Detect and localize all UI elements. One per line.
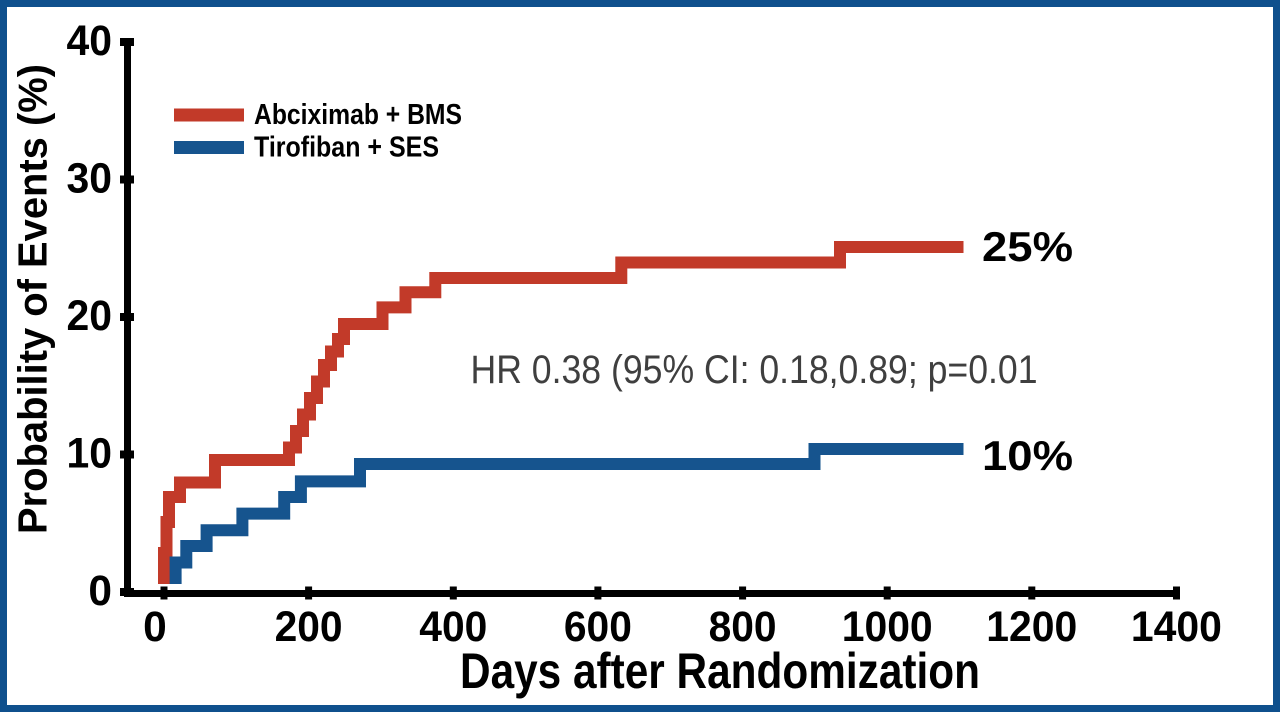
svg-text:10: 10 bbox=[67, 431, 113, 478]
svg-text:20: 20 bbox=[67, 293, 113, 340]
svg-text:Probability of Events (%): Probability of Events (%) bbox=[10, 64, 56, 534]
svg-text:Tirofiban + SES: Tirofiban + SES bbox=[254, 132, 439, 164]
svg-text:0: 0 bbox=[143, 604, 167, 651]
svg-text:30: 30 bbox=[67, 156, 113, 203]
svg-text:600: 600 bbox=[564, 604, 632, 651]
svg-text:25%: 25% bbox=[982, 223, 1073, 270]
svg-text:10%: 10% bbox=[982, 432, 1073, 479]
svg-text:200: 200 bbox=[275, 604, 343, 651]
svg-text:1000: 1000 bbox=[842, 604, 933, 651]
svg-text:40: 40 bbox=[67, 18, 113, 65]
svg-text:1200: 1200 bbox=[986, 604, 1077, 651]
svg-text:1400: 1400 bbox=[1131, 604, 1222, 651]
svg-text:800: 800 bbox=[709, 604, 777, 651]
svg-text:400: 400 bbox=[419, 604, 487, 651]
svg-text:0: 0 bbox=[88, 568, 112, 615]
svg-text:Days after Randomization: Days after Randomization bbox=[460, 643, 980, 699]
svg-text:Abciximab + BMS: Abciximab + BMS bbox=[254, 99, 462, 131]
svg-text:HR 0.38 (95% CI: 0.18,0.89; p=: HR 0.38 (95% CI: 0.18,0.89; p=0.01 bbox=[471, 348, 1038, 392]
